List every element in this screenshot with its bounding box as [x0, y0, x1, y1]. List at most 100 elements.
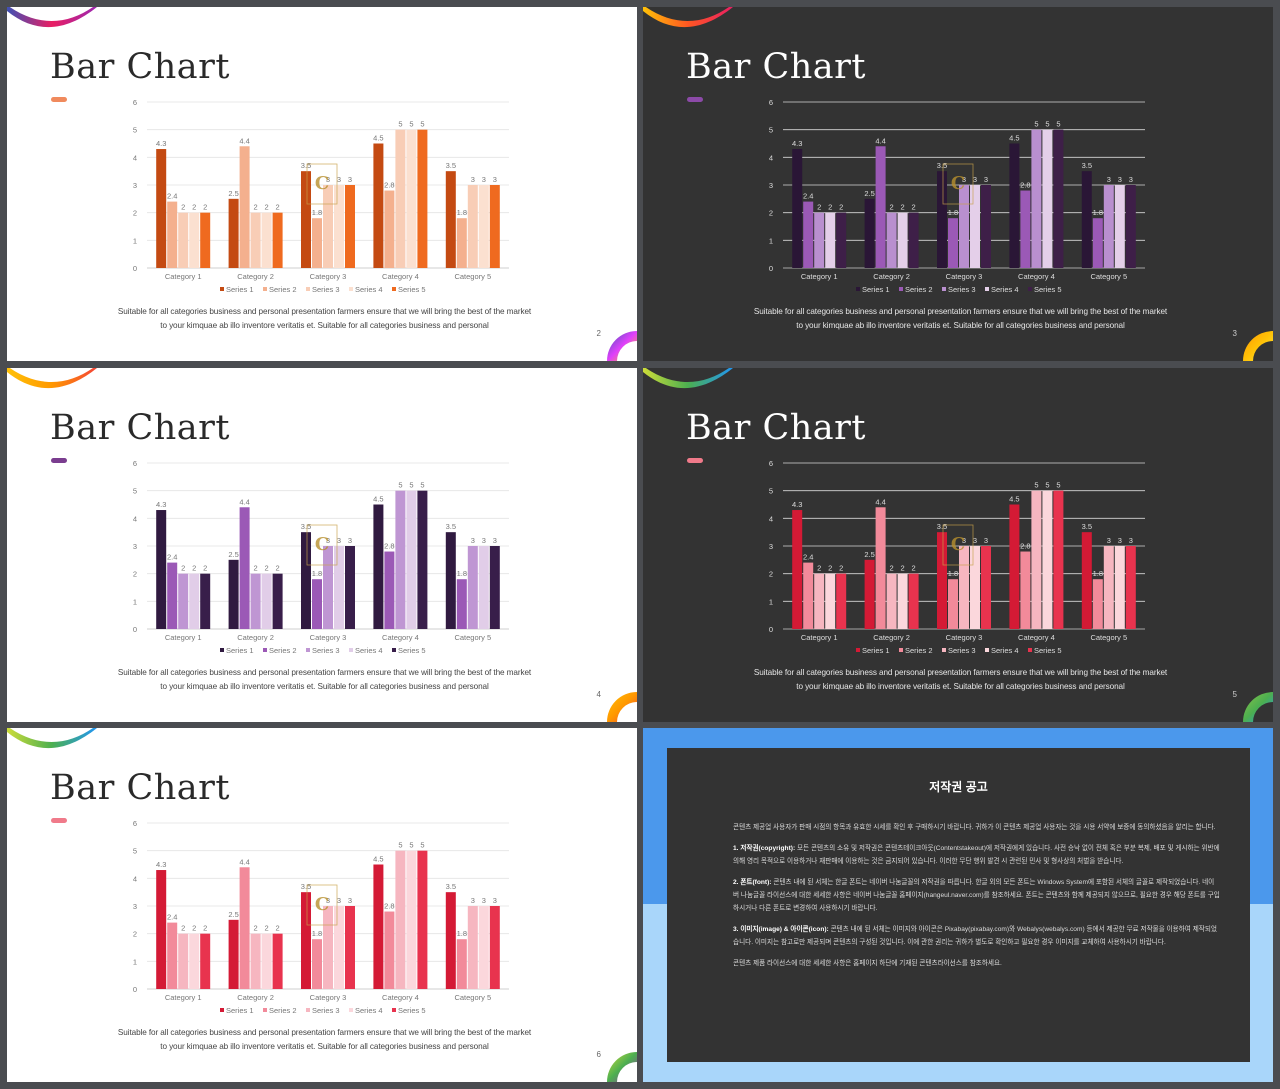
decorative-ribbon	[643, 7, 733, 28]
data-label: 2	[890, 564, 894, 573]
bar	[167, 562, 178, 629]
data-label: 2	[181, 564, 185, 573]
bar	[1081, 532, 1092, 629]
legend-swatch	[263, 1008, 267, 1012]
decorative-ring	[1243, 692, 1273, 722]
data-label: 3	[984, 175, 988, 184]
data-label: 2	[254, 203, 258, 212]
y-tick-label: 0	[133, 625, 137, 634]
data-label: 1.8	[1093, 208, 1103, 217]
legend-label: Series 2	[905, 285, 933, 294]
data-label: 3	[326, 175, 330, 184]
category-label: Category 1	[165, 993, 202, 1002]
legend-swatch	[899, 648, 903, 652]
bar	[478, 906, 489, 989]
slide-6[interactable]: Bar Chart 0 1 2 3 4 5 6 4.3 2.4 2 2 2 Category 1 2.5 4.…	[7, 728, 637, 1082]
title-accent-bar	[51, 458, 67, 463]
data-label: 1.8	[457, 929, 467, 938]
y-tick-label: 6	[133, 98, 137, 107]
bar	[467, 185, 478, 268]
data-label: 2	[265, 564, 269, 573]
data-label: 3.5	[446, 522, 456, 531]
bar	[406, 850, 417, 989]
copyright-slide[interactable]: 저작권 공고 콘텐츠 제공업 사용자가 판매 시점의 항목과 유효한 시세를 확…	[643, 728, 1273, 1082]
bar	[1020, 190, 1031, 268]
bar	[178, 933, 189, 989]
slide-5[interactable]: Bar Chart 0 1 2 3 4 5 6 4.3 2.4 2 2 2 Category 1 2.5 4.…	[643, 368, 1273, 722]
decorative-ribbon	[7, 368, 97, 389]
legend-swatch	[220, 648, 224, 652]
slide-2[interactable]: Bar Chart 0 1 2 3 4 5 6 4.3 2.4 2 2 2 Category 1 2.5 4.…	[7, 7, 637, 361]
data-label: 2	[203, 924, 207, 933]
data-label: 5	[398, 120, 402, 129]
bar	[456, 939, 467, 989]
legend-label: Series 3	[948, 285, 976, 294]
bar	[334, 546, 344, 629]
category-label: Category 1	[165, 633, 202, 642]
data-label: 4.4	[875, 497, 885, 506]
data-label: 4.4	[239, 497, 249, 506]
bar	[373, 143, 384, 268]
category-label: Category 4	[1018, 272, 1055, 281]
bar	[970, 546, 980, 629]
slide-3[interactable]: Bar Chart 0 1 2 3 4 5 6 4.3 2.4 2 2 2 Category 1 2.5 4.…	[643, 7, 1273, 361]
bar	[239, 146, 250, 268]
data-label: 2.4	[167, 913, 177, 922]
slide-title: Bar Chart	[50, 47, 230, 87]
bar	[384, 551, 395, 629]
data-label: 3.5	[301, 882, 311, 891]
data-label: 1.8	[457, 569, 467, 578]
data-label: 3	[326, 896, 330, 905]
data-label: 1.8	[312, 929, 322, 938]
data-label: 3	[984, 536, 988, 545]
slide-4[interactable]: Bar Chart 0 1 2 3 4 5 6 4.3 2.4 2 2 2 Category 1 2.5 4.…	[7, 368, 637, 722]
bar	[272, 933, 283, 989]
data-label: 5	[1045, 481, 1049, 490]
bar	[301, 171, 311, 268]
y-tick-label: 3	[133, 542, 137, 551]
legend-label: Series 3	[312, 1006, 340, 1015]
data-label: 2	[912, 203, 916, 212]
legend-label: Series 1	[226, 646, 254, 655]
category-label: Category 4	[1018, 633, 1055, 642]
bar	[228, 919, 239, 989]
bar	[489, 906, 500, 989]
bar	[981, 185, 991, 268]
data-label: 2	[817, 203, 821, 212]
data-label: 2.8	[1020, 542, 1030, 551]
data-label: 5	[409, 481, 413, 490]
bar	[384, 911, 395, 989]
data-label: 3	[471, 175, 475, 184]
category-label: Category 3	[310, 272, 347, 281]
data-label: 2	[839, 564, 843, 573]
data-label: 1.8	[312, 569, 322, 578]
legend-label: Series 2	[269, 285, 297, 294]
data-label: 4.3	[792, 139, 802, 148]
category-label: Category 3	[946, 633, 983, 642]
data-label: 2	[265, 203, 269, 212]
bar	[814, 573, 825, 629]
category-label: Category 2	[237, 272, 274, 281]
legend-label: Series 1	[226, 285, 254, 294]
copyright-paragraph: 3. 이미지(image) & 아이콘(icon): 콘텐츠 내에 된 서체는 …	[733, 923, 1220, 949]
bar	[167, 201, 178, 268]
bar	[1042, 490, 1053, 629]
data-label: 5	[1056, 120, 1060, 129]
bar	[261, 212, 272, 268]
bar	[886, 573, 897, 629]
y-tick-label: 6	[133, 459, 137, 468]
bar	[908, 573, 919, 629]
y-tick-label: 5	[133, 487, 137, 496]
svg-text:C: C	[315, 173, 329, 194]
data-label: 3	[493, 536, 497, 545]
bar	[261, 933, 272, 989]
category-label: Category 2	[237, 633, 274, 642]
slide-title: Bar Chart	[686, 47, 866, 87]
bar	[395, 490, 406, 629]
data-label: 2.5	[864, 550, 874, 559]
bar	[156, 870, 167, 989]
data-label: 3	[1107, 536, 1111, 545]
bar	[417, 850, 428, 989]
